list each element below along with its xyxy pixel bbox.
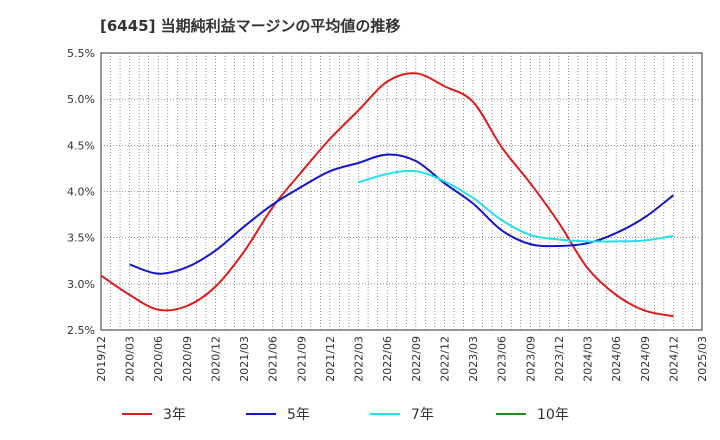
x-tick-label: 2024/12: [667, 336, 680, 382]
x-tick-label: 2021/12: [324, 336, 337, 382]
x-tick-label: 2023/12: [553, 336, 566, 382]
x-tick-label: 2022/09: [410, 336, 423, 382]
legend-label-5年: 5年: [287, 407, 310, 423]
series-lines: [100, 72, 674, 318]
x-tick-label: 2024/06: [610, 336, 623, 382]
x-tick-label: 2021/06: [267, 336, 280, 382]
y-tick-label: 4.5%: [67, 139, 95, 152]
x-tick-label: 2022/03: [353, 336, 366, 382]
legend-label-7年: 7年: [411, 407, 434, 423]
y-tick-label: 3.0%: [67, 278, 95, 291]
y-tick-label: 4.0%: [67, 186, 95, 199]
legend-label-10年: 10年: [537, 407, 569, 423]
y-axis: 2.5% 3.0% 3.5% 4.0% 4.5% 5.0% 5.5%: [67, 47, 95, 337]
x-axis: 2019/12 2020/03 2020/06 2020/09 2020/12 2021/…: [95, 336, 709, 382]
x-tick-label: 2024/03: [582, 336, 595, 382]
x-tick-label: 2021/03: [238, 336, 251, 382]
y-tick-label: 2.5%: [67, 324, 95, 337]
y-tick-label: 5.5%: [67, 47, 95, 60]
x-tick-label: 2019/12: [95, 336, 108, 382]
x-tick-label: 2020/09: [181, 336, 194, 382]
x-tick-label: 2023/03: [467, 336, 480, 382]
y-tick-label: 3.5%: [67, 232, 95, 245]
x-tick-label: 2022/06: [381, 336, 394, 382]
series-line-7年: [358, 169, 674, 243]
x-tick-label: 2021/09: [295, 336, 308, 382]
legend-label-3年: 3年: [163, 407, 186, 423]
series-line-5年: [129, 153, 674, 275]
x-tick-label: 2023/06: [496, 336, 509, 382]
legend: 3年 5年 7年 10年: [122, 407, 569, 423]
y-tick-label: 5.0%: [67, 93, 95, 106]
x-tick-label: 2020/03: [124, 336, 137, 382]
x-tick-label: 2025/03: [696, 336, 709, 382]
x-tick-label: 2020/12: [209, 336, 222, 382]
x-tick-label: 2022/12: [438, 336, 451, 382]
series-line-3年: [100, 72, 674, 318]
grid: [101, 53, 702, 330]
x-tick-label: 2023/09: [524, 336, 537, 382]
x-tick-label: 2020/06: [152, 336, 165, 382]
x-tick-label: 2024/09: [639, 336, 652, 382]
chart-title: [6445] 当期純利益マージンの平均値の推移: [100, 17, 400, 35]
